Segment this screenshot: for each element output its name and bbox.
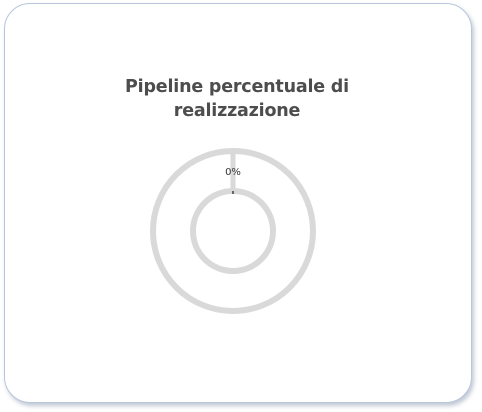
widget-title-line-2: realizzazione: [173, 101, 301, 121]
donut-chart: 0%: [150, 148, 316, 314]
widget-title-line-1: Pipeline percentuale di: [125, 77, 349, 97]
widget-title: Pipeline percentuale di realizzazione: [5, 75, 469, 123]
inner-ring-track: [190, 188, 276, 274]
outer-series-value-label: 0%: [225, 167, 241, 178]
widget-card: Pipeline percentuale di realizzazione 0%: [4, 3, 472, 403]
